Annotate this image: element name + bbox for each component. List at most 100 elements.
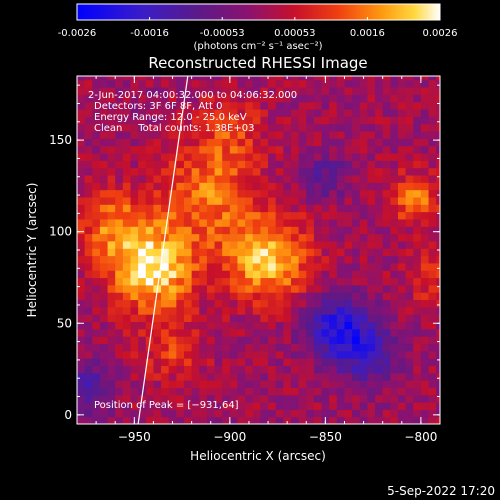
heatmap-cell (237, 189, 246, 198)
heatmap-cell (306, 321, 315, 330)
heatmap-cell (214, 182, 223, 191)
heatmap-cell (367, 255, 376, 264)
heatmap-cell (245, 365, 254, 374)
heatmap-cell (229, 152, 239, 161)
heatmap-cell (99, 284, 109, 293)
heatmap-cell (77, 196, 86, 205)
heatmap-cell (84, 262, 93, 271)
heatmap-cell (115, 350, 124, 359)
heatmap-cell (329, 174, 338, 183)
heatmap-cell (344, 152, 353, 161)
heatmap-cell (329, 108, 338, 117)
heatmap-cell (413, 167, 422, 176)
heatmap-cell (138, 314, 147, 323)
heatmap-cell (382, 94, 391, 103)
heatmap-cell (168, 262, 177, 271)
heatmap-cell (405, 79, 414, 88)
heatmap-cell (336, 314, 346, 323)
heatmap-cell (405, 380, 414, 388)
heatmap-cell (413, 321, 422, 330)
heatmap-cell (306, 306, 315, 315)
heatmap-cell (405, 94, 414, 103)
heatmap-cell (130, 255, 139, 264)
heatmap-cell (77, 284, 86, 293)
y-tick-label: 0 (64, 408, 72, 422)
heatmap-cell (382, 328, 391, 337)
heatmap-cell (336, 292, 346, 301)
heatmap-cell (306, 123, 315, 132)
heatmap-cell (283, 328, 292, 337)
heatmap-cell (390, 365, 399, 374)
heatmap-cell (283, 138, 292, 147)
heatmap-cell (306, 226, 315, 235)
heatmap-cell (206, 350, 216, 359)
heatmap-cell (397, 189, 407, 198)
heatmap-cell (359, 116, 368, 125)
heatmap-cell (290, 189, 300, 198)
heatmap-cell (199, 372, 208, 381)
heatmap-cell (229, 402, 239, 410)
heatmap-cell (359, 372, 368, 381)
heatmap-cell (145, 248, 155, 257)
heatmap-cell (382, 394, 391, 403)
heatmap-cell (283, 226, 292, 235)
heatmap-cell (153, 76, 162, 81)
heatmap-cell (413, 343, 422, 352)
heatmap-cell (145, 226, 155, 235)
heatmap-cell (420, 174, 430, 183)
heatmap-cell (229, 299, 239, 308)
heatmap-cell (329, 79, 338, 88)
heatmap-cell (245, 270, 254, 279)
heatmap-cell (168, 218, 177, 227)
heatmap-cell (428, 189, 437, 198)
heatmap-cell (237, 402, 246, 410)
heatmap-cell (176, 182, 185, 191)
heatmap-cell (237, 255, 246, 264)
heatmap-cell (382, 226, 391, 235)
heatmap-cell (168, 233, 177, 242)
heatmap-cell (313, 86, 323, 95)
heatmap-cell (275, 277, 284, 286)
heatmap-cell (359, 108, 368, 117)
heatmap-cell (375, 416, 384, 424)
heatmap-cell (390, 240, 399, 249)
heatmap-cell (405, 138, 414, 147)
heatmap-cell (84, 321, 93, 330)
heatmap-cell (84, 284, 93, 293)
heatmap-cell (367, 380, 376, 388)
heatmap-cell (298, 409, 307, 418)
heatmap-cell (428, 255, 437, 264)
heatmap-cell (84, 116, 93, 125)
heatmap-cell (428, 372, 437, 381)
heatmap-cell (428, 79, 437, 88)
heatmap-cell (153, 299, 162, 308)
heatmap-cell (222, 94, 231, 103)
heatmap-cell (275, 358, 284, 366)
heatmap-cell (191, 255, 200, 264)
annotation-block: 2-Jun-2017 04:00:32.000 to 04:06:32.000 … (88, 90, 297, 134)
heatmap-cell (92, 211, 101, 220)
heatmap-cell (191, 321, 200, 330)
heatmap-cell (405, 299, 414, 308)
heatmap-cell (122, 380, 132, 388)
heatmap-cell (107, 292, 116, 301)
heatmap-cell (405, 277, 414, 286)
heatmap-cell (153, 255, 162, 264)
heatmap-cell (268, 160, 277, 169)
heatmap-cell (283, 233, 292, 242)
heatmap-cell (222, 365, 231, 374)
heatmap-cell (436, 416, 440, 424)
heatmap-cell (428, 277, 437, 286)
heatmap-cell (99, 262, 109, 271)
heatmap-cell (168, 350, 177, 359)
heatmap-cell (145, 116, 155, 125)
heatmap-cell (153, 262, 162, 271)
heatmap-cell (229, 76, 239, 81)
heatmap-cell (214, 292, 223, 301)
heatmap-cell (321, 211, 330, 220)
heatmap-cell (290, 284, 300, 293)
heatmap-cell (237, 76, 246, 81)
heatmap-cell (336, 336, 346, 345)
heatmap-cell (260, 182, 269, 191)
heatmap-cell (420, 292, 430, 301)
